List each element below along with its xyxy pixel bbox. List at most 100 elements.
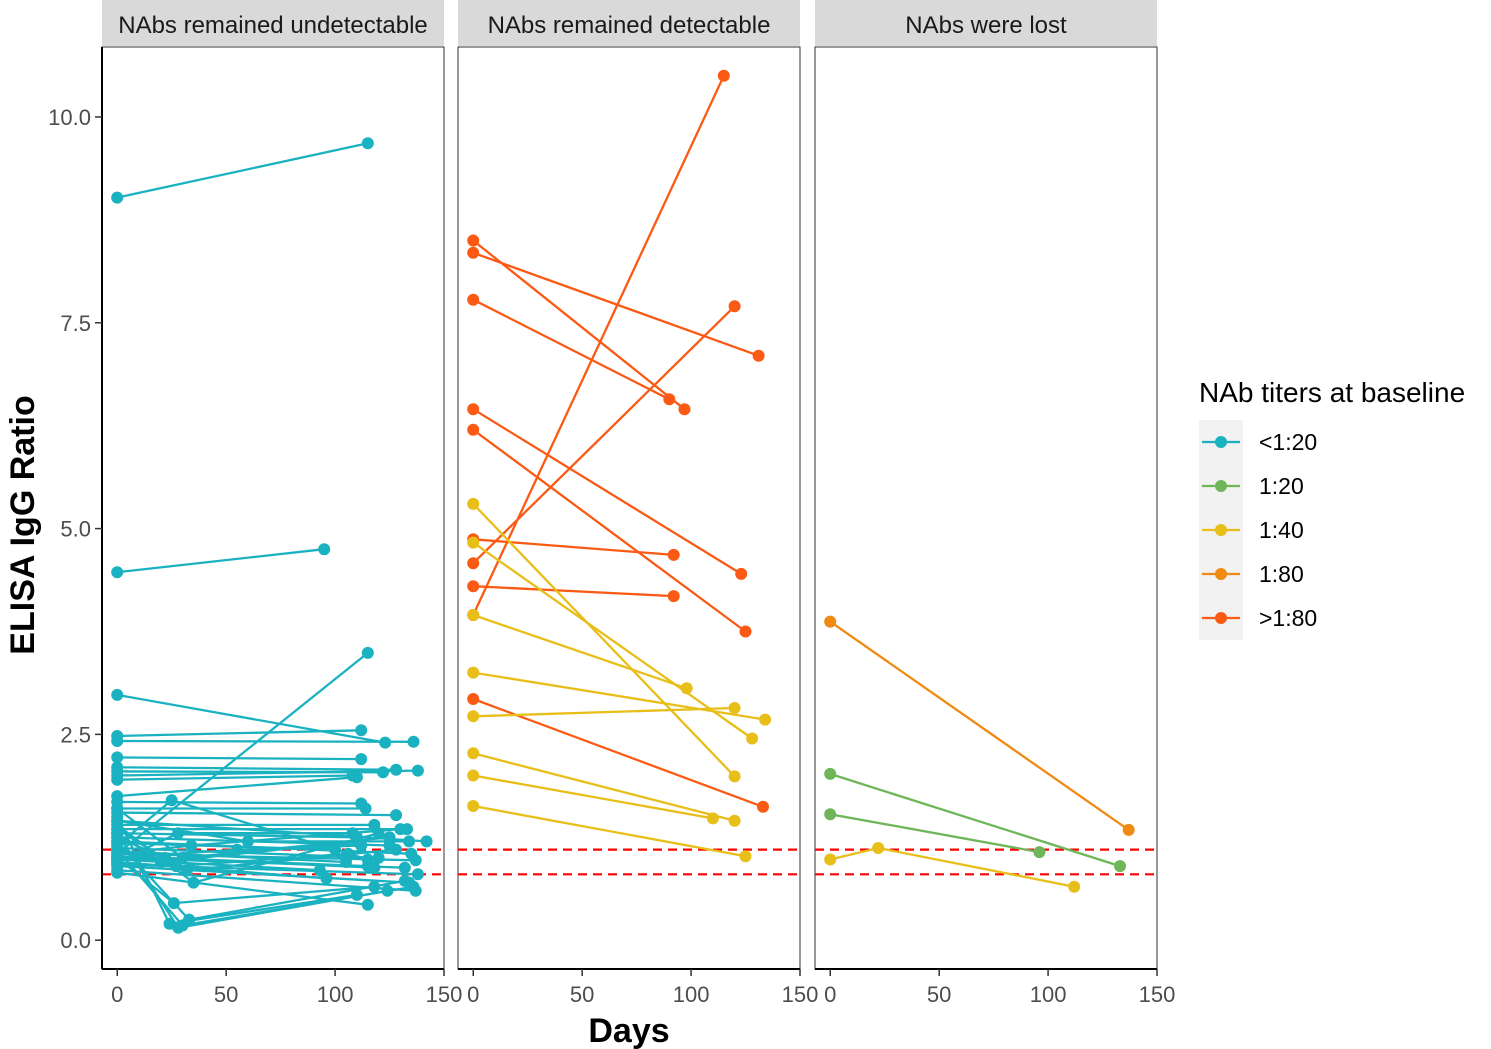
series-line (117, 863, 418, 876)
data-point (752, 349, 765, 362)
series-line (472, 239, 686, 411)
data-point (167, 897, 180, 910)
series-line (472, 298, 670, 401)
data-point (407, 735, 420, 748)
data-point (467, 536, 480, 549)
data-point (355, 839, 368, 852)
series-line (116, 142, 369, 199)
data-point (390, 763, 403, 776)
data-point (359, 802, 372, 815)
data-point (368, 880, 381, 893)
series-line (472, 774, 714, 820)
legend-label: >1:80 (1259, 605, 1317, 631)
data-point (678, 403, 691, 416)
data-point (411, 764, 424, 777)
facet-strip (458, 0, 800, 46)
data-point (467, 497, 480, 510)
legend-entry: >1:80 (1202, 605, 1317, 631)
data-point (420, 835, 433, 848)
data-point (409, 854, 422, 867)
data-point (181, 864, 193, 877)
x-tick-label: 150 (782, 982, 819, 1007)
x-tick-label: 100 (317, 982, 354, 1007)
series-line (117, 769, 418, 777)
y-axis: 0.0 2.5 5.0 7.5 10.0 (48, 47, 103, 969)
data-point (667, 548, 680, 561)
data-point (403, 835, 416, 848)
data-point (467, 710, 480, 723)
x-tick-label: 50 (214, 982, 238, 1007)
data-point (111, 751, 124, 764)
series-line (117, 800, 362, 805)
data-point (467, 609, 480, 621)
legend-key-point (1215, 524, 1227, 536)
y-tick-label: 2.5 (60, 722, 91, 747)
data-point (111, 814, 124, 827)
data-point (111, 866, 124, 879)
series-line (473, 671, 766, 721)
series-line (473, 585, 674, 598)
data-point (111, 831, 124, 844)
data-point (355, 753, 368, 766)
data-point (318, 543, 331, 556)
x-tick-label: 100 (1030, 982, 1067, 1007)
data-point (467, 246, 480, 259)
y-tick-label: 7.5 (60, 311, 91, 336)
data-point (111, 773, 124, 786)
legend-key-point (1215, 612, 1227, 624)
data-point (346, 827, 359, 840)
data-point (172, 827, 185, 840)
data-point (824, 808, 837, 821)
data-point (824, 853, 837, 866)
legend-entry: <1:20 (1202, 429, 1317, 455)
series-line (472, 503, 736, 778)
panel-border (457, 46, 801, 970)
data-point (728, 814, 741, 827)
x-tick-label: 150 (426, 982, 463, 1007)
data-point (111, 566, 124, 579)
data-point (187, 876, 200, 889)
data-point (394, 823, 407, 836)
series-line (472, 75, 725, 616)
y-tick-label: 10.0 (48, 105, 91, 130)
panel-border (814, 46, 1158, 970)
y-axis-title: ELISA IgG Ratio (4, 395, 42, 654)
data-point (390, 843, 403, 856)
series-line (472, 428, 747, 633)
facet-panel: NAbs remained detectable 0 50 100 150 (457, 0, 819, 1007)
data-point (706, 812, 719, 825)
data-point (398, 861, 411, 874)
data-point (361, 898, 374, 911)
series-line (472, 251, 759, 357)
data-point (377, 766, 389, 779)
data-point (735, 567, 748, 580)
series-line (472, 697, 764, 808)
data-point (1122, 823, 1135, 836)
data-point (368, 861, 381, 874)
series-line (117, 864, 410, 884)
data-point (111, 191, 124, 204)
y-tick-label: 0.0 (60, 928, 91, 953)
data-point (241, 835, 254, 848)
series-line (116, 693, 386, 744)
facet-strip-title: NAbs were lost (905, 12, 1067, 39)
series-line (472, 752, 735, 822)
x-tick-label: 0 (824, 982, 836, 1007)
data-point (467, 580, 480, 593)
data-point (728, 770, 741, 783)
data-point (467, 293, 480, 306)
data-point (467, 423, 480, 436)
series-line (117, 774, 353, 781)
series-line (117, 811, 397, 817)
legend-label: <1:20 (1259, 429, 1317, 455)
data-point (313, 864, 326, 877)
legend-entry: 1:40 (1202, 517, 1304, 543)
data-point (231, 843, 244, 856)
data-point (1033, 846, 1046, 859)
data-point (728, 300, 741, 313)
data-point (111, 688, 124, 701)
facet-panel: NAbs remained undetectable 0 50 100 150 (101, 0, 463, 1007)
data-point (372, 827, 385, 840)
series-line (472, 305, 736, 565)
